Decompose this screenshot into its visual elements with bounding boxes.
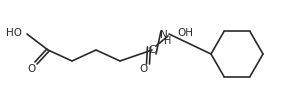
Text: H: H (164, 36, 172, 46)
Text: OH: OH (177, 28, 193, 38)
Text: HO: HO (6, 28, 22, 38)
Text: O: O (28, 64, 36, 74)
Text: C: C (148, 45, 156, 55)
Text: O: O (140, 64, 148, 74)
Text: N: N (160, 30, 168, 40)
